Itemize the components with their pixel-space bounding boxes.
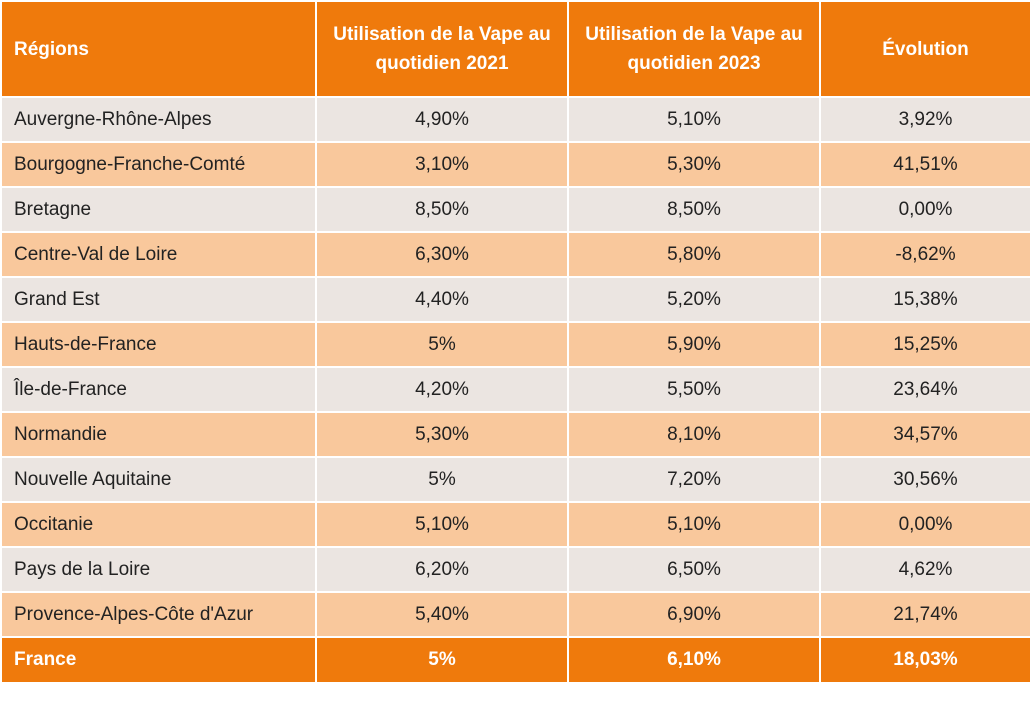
value-2021-cell: 5% [315, 321, 569, 368]
evolution-cell: 4,62% [819, 546, 1030, 593]
region-cell: Pays de la Loire [0, 546, 317, 593]
header-use-2021: Utilisation de la Vape au quotidien 2021 [315, 0, 569, 98]
value-2023-cell: 6,50% [567, 546, 821, 593]
value-2023-cell: 7,20% [567, 456, 821, 503]
table-row: Occitanie 5,10% 5,10% 0,00% [0, 501, 1030, 548]
evolution-cell: 23,64% [819, 366, 1030, 413]
value-2021-cell: 5,10% [315, 501, 569, 548]
value-2021-cell: 5% [315, 456, 569, 503]
region-cell: Bretagne [0, 186, 317, 233]
value-2023-cell: 5,20% [567, 276, 821, 323]
region-cell: Provence-Alpes-Côte d'Azur [0, 591, 317, 638]
region-cell: Île-de-France [0, 366, 317, 413]
regional-vape-usage-table: Régions Utilisation de la Vape au quotid… [0, 0, 1030, 684]
table-row: Bretagne 8,50% 8,50% 0,00% [0, 186, 1030, 233]
evolution-cell: 41,51% [819, 141, 1030, 188]
total-row: France 5% 6,10% 18,03% [0, 636, 1030, 684]
value-2021-cell: 6,20% [315, 546, 569, 593]
table-row: Grand Est 4,40% 5,20% 15,38% [0, 276, 1030, 323]
region-cell: Centre-Val de Loire [0, 231, 317, 278]
region-cell: Grand Est [0, 276, 317, 323]
value-2021-cell: 4,90% [315, 96, 569, 143]
value-2023-cell: 6,90% [567, 591, 821, 638]
table-row: Pays de la Loire 6,20% 6,50% 4,62% [0, 546, 1030, 593]
evolution-cell: 34,57% [819, 411, 1030, 458]
total-2021-cell: 5% [315, 636, 569, 684]
table-row: Bourgogne-Franche-Comté 3,10% 5,30% 41,5… [0, 141, 1030, 188]
evolution-cell: 3,92% [819, 96, 1030, 143]
value-2023-cell: 5,80% [567, 231, 821, 278]
region-cell: Occitanie [0, 501, 317, 548]
value-2023-cell: 8,10% [567, 411, 821, 458]
region-cell: Bourgogne-Franche-Comté [0, 141, 317, 188]
table-row: Hauts-de-France 5% 5,90% 15,25% [0, 321, 1030, 368]
header-region: Régions [0, 0, 317, 98]
value-2021-cell: 4,40% [315, 276, 569, 323]
value-2023-cell: 8,50% [567, 186, 821, 233]
total-evolution-cell: 18,03% [819, 636, 1030, 684]
evolution-cell: 30,56% [819, 456, 1030, 503]
value-2021-cell: 8,50% [315, 186, 569, 233]
table-row: Auvergne-Rhône-Alpes 4,90% 5,10% 3,92% [0, 96, 1030, 143]
evolution-cell: -8,62% [819, 231, 1030, 278]
table-row: Nouvelle Aquitaine 5% 7,20% 30,56% [0, 456, 1030, 503]
evolution-cell: 21,74% [819, 591, 1030, 638]
header-use-2023: Utilisation de la Vape au quotidien 2023 [567, 0, 821, 98]
total-region-cell: France [0, 636, 317, 684]
value-2023-cell: 5,10% [567, 96, 821, 143]
region-cell: Nouvelle Aquitaine [0, 456, 317, 503]
evolution-cell: 0,00% [819, 501, 1030, 548]
value-2021-cell: 5,30% [315, 411, 569, 458]
header-evolution: Évolution [819, 0, 1030, 98]
table-row: Provence-Alpes-Côte d'Azur 5,40% 6,90% 2… [0, 591, 1030, 638]
value-2023-cell: 5,30% [567, 141, 821, 188]
value-2021-cell: 3,10% [315, 141, 569, 188]
value-2023-cell: 5,90% [567, 321, 821, 368]
total-2023-cell: 6,10% [567, 636, 821, 684]
table-row: Normandie 5,30% 8,10% 34,57% [0, 411, 1030, 458]
value-2021-cell: 6,30% [315, 231, 569, 278]
value-2023-cell: 5,50% [567, 366, 821, 413]
table-row: Île-de-France 4,20% 5,50% 23,64% [0, 366, 1030, 413]
value-2023-cell: 5,10% [567, 501, 821, 548]
value-2021-cell: 5,40% [315, 591, 569, 638]
header-row: Régions Utilisation de la Vape au quotid… [0, 0, 1030, 98]
table-row: Centre-Val de Loire 6,30% 5,80% -8,62% [0, 231, 1030, 278]
evolution-cell: 0,00% [819, 186, 1030, 233]
region-cell: Normandie [0, 411, 317, 458]
value-2021-cell: 4,20% [315, 366, 569, 413]
evolution-cell: 15,25% [819, 321, 1030, 368]
region-cell: Auvergne-Rhône-Alpes [0, 96, 317, 143]
region-cell: Hauts-de-France [0, 321, 317, 368]
evolution-cell: 15,38% [819, 276, 1030, 323]
